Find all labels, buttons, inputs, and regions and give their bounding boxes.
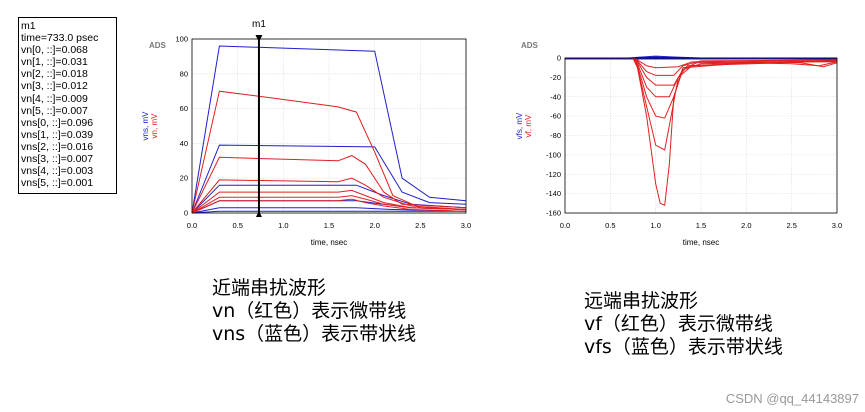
y-tick-label: 80 <box>180 69 188 78</box>
x-tick-label: 1.5 <box>696 221 706 230</box>
readout-line: vns[0, ::]=0.096 <box>21 116 94 129</box>
readout-line: vn[0, ::]=0.068 <box>21 44 88 57</box>
x-tick-label: 1.0 <box>650 221 660 230</box>
readout-line: vns[2, ::]=0.016 <box>21 140 94 153</box>
y-axis-label: vf, mV <box>524 114 533 137</box>
readout-line: vn[3, ::]=0.012 <box>21 80 88 93</box>
series-line <box>565 57 838 151</box>
x-tick-label: 0.0 <box>560 221 570 230</box>
x-tick-label: 2.0 <box>741 221 751 230</box>
readout-line: vn[4, ::]=0.009 <box>21 92 88 105</box>
x-tick-label: 2.0 <box>369 221 379 230</box>
series-line <box>191 90 467 214</box>
far-end-caption: 远端串扰波形 vf（红色）表示微带线 vfs（蓝色）表示带状线 <box>584 290 783 359</box>
y-tick-label: -120 <box>546 170 561 179</box>
series-line <box>191 198 467 214</box>
y-tick-label: 20 <box>180 174 188 183</box>
y-tick-label: -80 <box>550 131 561 140</box>
series-line <box>191 177 467 214</box>
x-tick-label: 1.0 <box>278 221 288 230</box>
ads-label: ADS <box>149 41 167 50</box>
marker-label: m1 <box>252 19 266 30</box>
readout-line: vn[5, ::]=0.007 <box>21 104 88 117</box>
y-tick-label: -40 <box>550 92 561 101</box>
series-line <box>191 210 466 214</box>
y-tick-label: -100 <box>546 150 561 159</box>
near-caption-stripline: vns（蓝色）表示带状线 <box>212 323 417 345</box>
watermark: CSDN @qq_44143897 <box>725 391 859 406</box>
x-tick-label: 0.5 <box>605 221 615 230</box>
marker-readout: m1 time=733.0 psec vn[0, ::]=0.068 vn[1, ::… <box>18 17 117 194</box>
ads-label: ADS <box>521 41 539 50</box>
readout-line: vns[5, ::]=0.001 <box>21 177 94 190</box>
x-tick-label: 0.5 <box>232 221 242 230</box>
near-caption-title: 近端串扰波形 <box>212 277 327 299</box>
readout-line: m1 <box>21 20 36 32</box>
y-tick-label: 40 <box>180 139 188 148</box>
series-line <box>191 144 467 214</box>
near-caption-microstrip: vn（红色）表示微带线 <box>212 300 407 322</box>
y-tick-label: 0 <box>184 209 188 218</box>
marker-top-arrow <box>255 35 263 42</box>
readout-line: vn[1, ::]=0.031 <box>21 56 88 69</box>
y-tick-label: -60 <box>550 112 561 121</box>
near-end-caption: 近端串扰波形 vn（红色）表示微带线 vns（蓝色）表示带状线 <box>212 277 416 346</box>
plot-frame <box>564 57 838 214</box>
y-axis-label: vn, mV <box>150 113 159 139</box>
series-line <box>191 195 467 214</box>
y-tick-label: -140 <box>546 189 561 198</box>
far-caption-title: 远端串扰波形 <box>584 290 699 312</box>
x-axis-label: time, nsec <box>683 238 719 247</box>
plot-frame <box>191 38 467 214</box>
y-tick-label: 100 <box>175 35 188 44</box>
readout-line: vns[3, ::]=0.007 <box>21 153 94 166</box>
chart-far-end: ADS 0.0 0.5 1.0 1.5 2.0 2.5 3.0 0 -20 -40 -60 -80 -10… <box>515 41 842 247</box>
y-tick-label: 60 <box>180 104 188 113</box>
y-axis-label: vns, mV <box>141 111 150 141</box>
readout-line: vns[4, ::]=0.003 <box>21 165 94 178</box>
x-tick-label: 1.5 <box>324 221 334 230</box>
series-line <box>565 57 837 119</box>
readout-line: vns[1, ::]=0.039 <box>21 128 94 141</box>
series-line <box>191 45 467 214</box>
far-caption-microstrip: vf（红色）表示微带线 <box>584 313 773 335</box>
y-tick-label: -160 <box>546 209 561 218</box>
y-tick-label: 0 <box>557 54 561 63</box>
marker-bottom-arrow <box>255 211 262 217</box>
y-axis-label: vfs, mV <box>515 112 524 139</box>
y-tick-label: -20 <box>550 73 561 82</box>
x-tick-label: 3.0 <box>832 221 842 230</box>
x-tick-label: 2.5 <box>786 221 796 230</box>
x-tick-label: 0.0 <box>187 221 197 230</box>
x-tick-label: 3.0 <box>461 221 471 230</box>
far-caption-stripline: vfs（蓝色）表示带状线 <box>584 336 783 358</box>
x-tick-label: 2.5 <box>415 221 425 230</box>
x-axis-label: time, nsec <box>311 238 347 247</box>
chart-near-end: ADS 0.0 0.5 1.0 1.5 2.0 2.5 3.0 0 20 40 60 80 100 time… <box>141 19 471 247</box>
readout-line: time=733.0 psec <box>21 32 99 45</box>
readout-line: vn[2, ::]=0.018 <box>21 68 88 81</box>
